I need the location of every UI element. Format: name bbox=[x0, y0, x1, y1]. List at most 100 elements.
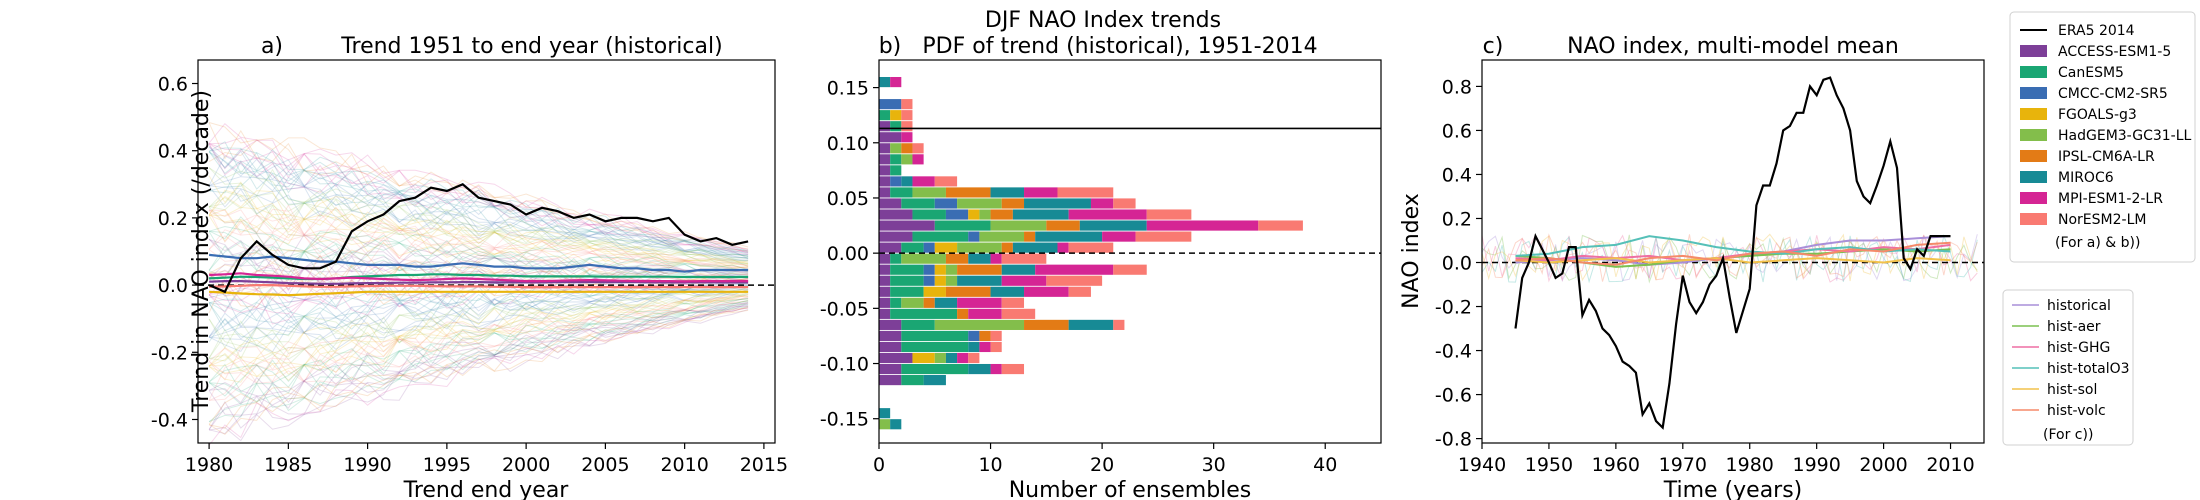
bar-segment bbox=[1068, 319, 1114, 330]
bar-segment bbox=[979, 341, 991, 353]
bar-segment bbox=[912, 143, 924, 154]
ensemble-member-line bbox=[208, 208, 749, 269]
legend-frame bbox=[2009, 11, 2196, 263]
legend-items: ERA5 2014 ACCESS-ESM1-5 CanESM5 CMCC-CM2-SR… bbox=[2020, 23, 2192, 228]
bar-segment bbox=[912, 209, 946, 220]
bar-segment bbox=[890, 264, 924, 275]
ensemble-member-line bbox=[208, 251, 749, 281]
bar-segment bbox=[901, 253, 946, 264]
bar-segment bbox=[901, 121, 913, 132]
ensemble-member-line bbox=[209, 300, 749, 401]
y-tick-label: 0.4 bbox=[1442, 164, 1472, 186]
legend-label: ACCESS-ESM1-5 bbox=[2058, 44, 2171, 60]
bar-segment bbox=[901, 330, 969, 342]
bar-segment bbox=[901, 375, 924, 386]
bar-segment bbox=[901, 341, 969, 353]
ensemble-member-line bbox=[208, 146, 749, 256]
panel-letter: a) bbox=[261, 34, 283, 59]
ensemble-member-line bbox=[208, 167, 749, 259]
y-tick-label: 0.10 bbox=[827, 133, 869, 155]
series-line-hist-ghg bbox=[1515, 243, 1951, 262]
plot-frame bbox=[878, 59, 1382, 444]
x-tick-label: 2000 bbox=[1859, 454, 1907, 476]
ensemble-member-line bbox=[208, 122, 749, 248]
bar-segment bbox=[1012, 242, 1058, 253]
bar-segment bbox=[923, 275, 935, 286]
bar-segment bbox=[879, 375, 902, 386]
bar-segment bbox=[923, 375, 946, 386]
ensemble-member-line bbox=[208, 298, 749, 381]
legend-label: NorESM2-LM bbox=[2058, 212, 2146, 228]
ensemble-member-line bbox=[208, 306, 749, 423]
x-tick-label: 1990 bbox=[343, 454, 391, 476]
figure-suptitle: DJF NAO Index trends bbox=[985, 8, 1221, 33]
ensemble-member-line bbox=[208, 302, 749, 402]
bar-segment bbox=[1024, 231, 1036, 242]
ensemble-member-line bbox=[208, 304, 749, 430]
x-tick-label: 40 bbox=[1313, 454, 1337, 476]
y-tick-label: 0.0 bbox=[1442, 253, 1472, 275]
ensemble-member-line bbox=[208, 189, 749, 264]
axis-ticks: 0 10 20 30 40 -0.15 -0.10 -0.05 0.00 0.05 0.10 0.15 bbox=[820, 78, 1337, 476]
x-tick-label: 1950 bbox=[1525, 454, 1573, 476]
legend-label: ERA5 2014 bbox=[2058, 23, 2135, 39]
bar-segment bbox=[968, 363, 991, 375]
ensemble-member-line bbox=[209, 301, 749, 403]
x-tick-label: 2000 bbox=[502, 454, 550, 476]
bar-segment bbox=[879, 264, 891, 275]
ensemble-member-line bbox=[208, 291, 749, 367]
bar-segment bbox=[901, 242, 924, 253]
panel-letter: c) bbox=[1483, 34, 1504, 59]
bar-segment bbox=[890, 275, 924, 286]
legend-label: hist-sol bbox=[2047, 382, 2097, 398]
legend-patch-swatch bbox=[2020, 213, 2047, 225]
ensemble-member-line bbox=[208, 293, 749, 360]
bar-segment bbox=[968, 209, 980, 220]
bar-segment bbox=[901, 99, 913, 110]
ensemble-member-line bbox=[208, 306, 749, 435]
ensemble-member-line bbox=[209, 182, 749, 263]
bar-segment bbox=[990, 363, 1002, 375]
bar-segment bbox=[879, 176, 891, 187]
x-tick-label: 1985 bbox=[264, 454, 312, 476]
bar-segment bbox=[1258, 220, 1303, 231]
series-line-era5 bbox=[1514, 76, 1951, 430]
ensemble-member-line bbox=[208, 142, 749, 252]
x-tick-label: 1990 bbox=[1792, 454, 1840, 476]
bar-segment bbox=[968, 231, 980, 242]
x-tick-label: 2010 bbox=[1926, 454, 1974, 476]
legend-label: historical bbox=[2047, 298, 2111, 314]
bar-segment bbox=[934, 319, 1025, 330]
bar-segment bbox=[990, 220, 1047, 231]
ensemble-member-line bbox=[209, 309, 749, 442]
ensemble-member-line bbox=[208, 141, 749, 253]
ensemble-member-line bbox=[208, 190, 749, 267]
plot-frame bbox=[197, 59, 776, 444]
y-tick-label: -0.8 bbox=[1435, 429, 1472, 451]
legend-patch-swatch bbox=[2020, 87, 2047, 99]
bar-segment bbox=[934, 297, 958, 308]
ensemble-member-line bbox=[209, 137, 749, 252]
ensemble-member-line bbox=[208, 290, 749, 351]
bar-segment bbox=[1046, 220, 1080, 231]
ensemble-member-line bbox=[208, 155, 749, 258]
bar-segment bbox=[945, 253, 969, 264]
bar-segment bbox=[1001, 308, 1036, 319]
bar-segment bbox=[1001, 297, 1025, 308]
bar-segment bbox=[1046, 275, 1103, 286]
panel-title: Trend 1951 to end year (historical) bbox=[340, 34, 722, 59]
bar-segment bbox=[879, 341, 902, 353]
ensemble-member-line bbox=[208, 292, 749, 372]
reference-lines bbox=[879, 127, 1381, 254]
bar-segment bbox=[912, 352, 935, 364]
bar-segment bbox=[890, 253, 902, 264]
x-tick-label: 30 bbox=[1202, 454, 1226, 476]
series-line-noresm2-lm bbox=[209, 284, 749, 289]
y-tick-label: 0.6 bbox=[1442, 120, 1472, 142]
bar-segment bbox=[879, 143, 891, 154]
y-tick-label: -0.2 bbox=[151, 342, 188, 364]
bar-segment bbox=[923, 297, 935, 308]
bar-segment bbox=[934, 198, 958, 209]
bar-segment bbox=[901, 176, 913, 187]
y-tick-label: -0.2 bbox=[1435, 297, 1472, 319]
